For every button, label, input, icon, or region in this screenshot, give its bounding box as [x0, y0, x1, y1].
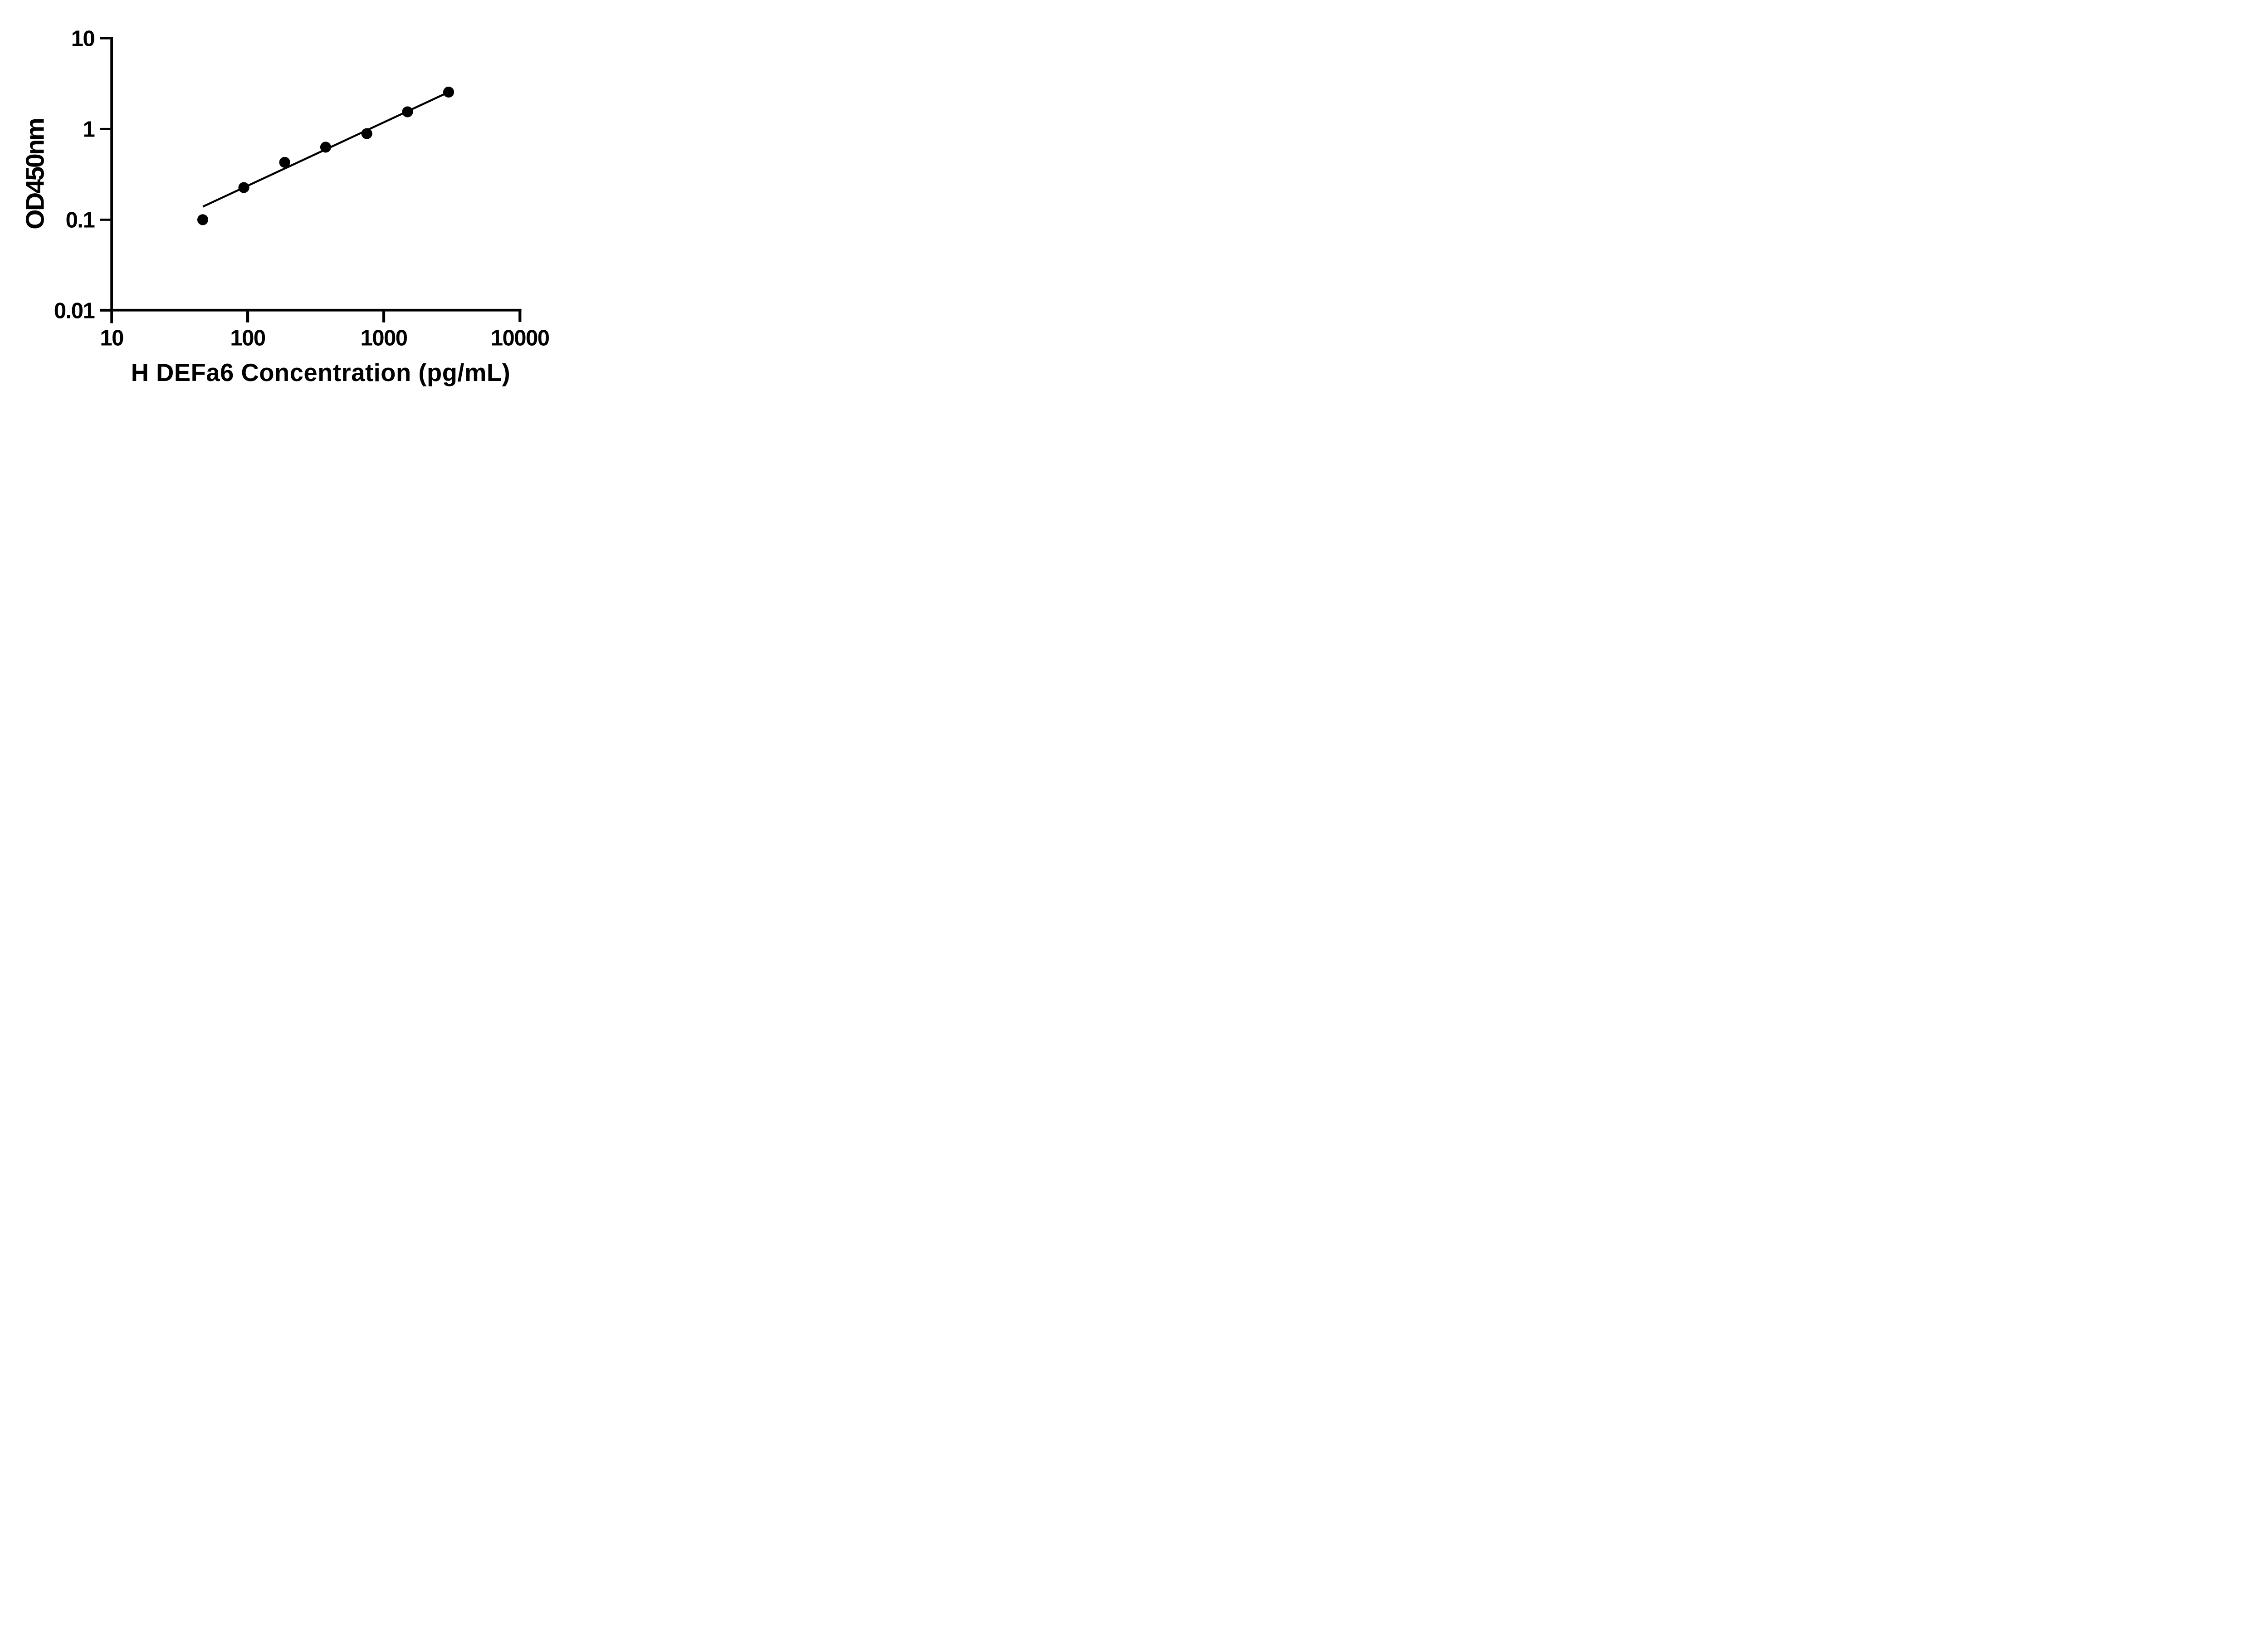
svg-text:0.1: 0.1 — [66, 208, 95, 233]
svg-text:0.01: 0.01 — [54, 299, 95, 323]
svg-text:OD450nm: OD450nm — [21, 119, 50, 230]
svg-text:10000: 10000 — [491, 326, 549, 351]
svg-text:10: 10 — [100, 326, 123, 351]
svg-text:1: 1 — [83, 117, 94, 142]
svg-text:10: 10 — [71, 27, 95, 51]
svg-text:100: 100 — [230, 326, 265, 351]
svg-text:1000: 1000 — [360, 326, 407, 351]
svg-text:H DEFa6 Concentration (pg/mL): H DEFa6 Concentration (pg/mL) — [131, 359, 510, 386]
